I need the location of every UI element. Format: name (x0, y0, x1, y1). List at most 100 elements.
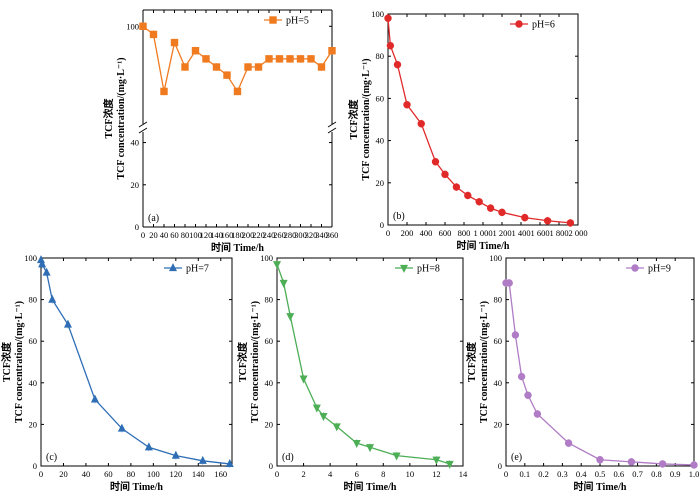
x-tick-label: 0 (386, 228, 390, 238)
data-point (564, 439, 573, 447)
x-tick-label: 100 (189, 230, 202, 240)
panel-label: (a) (148, 213, 159, 224)
y-tick-label: 60 (29, 336, 38, 346)
axes-e: 0 0.1 0.2 0.3 0.4 0.5 0.6 0.7 0.8 0.9 1.0 0 20 40 60 80… (489, 253, 699, 479)
plot-frame (387, 13, 579, 226)
data-point (543, 217, 552, 225)
legend-marker (399, 264, 409, 273)
panel-label: (e) (511, 452, 522, 463)
x-tick-label: 20 (59, 469, 68, 479)
y-tick-label: 20 (265, 419, 274, 429)
data-point (464, 191, 472, 200)
panel-label: (d) (282, 452, 294, 463)
x-tick-label: 0.8 (651, 469, 662, 479)
data-point (332, 423, 341, 432)
axes-d: 0 2 4 6 8 10 12 14 0 20 40 60 80 100 (260, 253, 468, 479)
data-point (38, 259, 47, 268)
panel-label: (b) (393, 211, 405, 222)
x-tick-label: 2 000 (568, 228, 587, 238)
series-line (387, 18, 571, 224)
data-point (265, 55, 273, 63)
y-tick-label: 0 (135, 222, 139, 232)
x-tick-label: 100 (147, 469, 160, 479)
x-tick-label: 160 (214, 469, 227, 479)
x-tick-label: 360 (326, 230, 339, 240)
x-tick-label: 0.7 (632, 469, 643, 479)
data-point (432, 456, 441, 465)
x-tick-label: 800 (458, 228, 471, 238)
data-point (117, 423, 126, 432)
y-tick-label: 0 (33, 461, 37, 471)
x-tick-label: 1 600 (530, 228, 549, 238)
y-tick-label: 40 (494, 378, 503, 388)
y-tick-label: 20 (131, 180, 140, 190)
axes-a: 0 20 40 60 80 1001201401601802002202402602803… (126, 9, 339, 240)
axis-break-mark (138, 121, 148, 128)
data-point (505, 279, 513, 287)
y-tick-label: 0 (269, 461, 273, 471)
data-point (566, 219, 575, 227)
data-point (198, 455, 207, 464)
x-axis-title: 时间 Time/h (457, 239, 510, 252)
x-tick-label: 80 (127, 469, 136, 479)
data-point (475, 198, 483, 206)
y-tick-label: 0 (498, 461, 502, 471)
x-tick-label: 0.3 (557, 469, 568, 479)
data-point (299, 375, 308, 384)
data-point (521, 213, 529, 222)
data-point (212, 63, 221, 71)
y-axis-title-en: TCF concentration/(mg·L⁻¹) (479, 301, 490, 423)
x-tick-label: 14 (459, 469, 468, 479)
x-tick-label: 0.6 (613, 469, 624, 479)
legend-label: pH=8 (417, 264, 440, 275)
x-tick-label: 340 (315, 230, 328, 240)
y-axis-title-cn: TCF浓度 (0, 341, 13, 382)
data-point (498, 208, 506, 217)
data-point (244, 63, 252, 71)
x-tick-label: 240 (263, 230, 276, 240)
x-tick-label: 60 (170, 230, 179, 240)
data-point (627, 458, 636, 466)
data-point (286, 313, 295, 322)
x-tick-label: 0.9 (670, 469, 681, 479)
legend-marker (631, 264, 639, 272)
series-line (40, 259, 230, 465)
x-tick-label: 260 (273, 230, 286, 240)
y-tick-label: 80 (376, 51, 385, 61)
x-tick-label: 160 (221, 230, 234, 240)
y-tick-label: 60 (376, 93, 385, 103)
data-point (191, 47, 200, 55)
panel-label: (c) (46, 452, 57, 463)
plot-frame (505, 257, 695, 467)
data-point (511, 331, 520, 339)
series-a (139, 22, 336, 96)
series-line (276, 264, 450, 465)
x-tick-label: 1.0 (689, 469, 700, 479)
y-tick-label: 40 (265, 378, 274, 388)
legend: pH=8 (395, 264, 440, 275)
panel-e: 0 0.1 0.2 0.3 0.4 0.5 0.6 0.7 0.8 0.9 1.0 0 20 40 60 80… (465, 253, 699, 493)
x-tick-label: 280 (284, 230, 297, 240)
legend-marker (269, 16, 277, 24)
series-d (272, 260, 454, 469)
x-tick-label: 600 (439, 228, 452, 238)
y-tick-label: 100 (371, 9, 384, 19)
y-tick-label: 40 (29, 378, 38, 388)
data-point (452, 183, 461, 191)
x-tick-label: 400 (420, 228, 433, 238)
data-point (233, 87, 242, 96)
y-tick-label: 40 (376, 136, 385, 146)
y-tick-label: 80 (29, 295, 38, 305)
x-tick-label: 120 (200, 230, 213, 240)
x-tick-label: 1 200 (492, 228, 511, 238)
x-tick-label: 0 (275, 469, 279, 479)
x-tick-label: 200 (242, 230, 255, 240)
data-point (328, 47, 336, 55)
legend: pH=6 (510, 20, 555, 31)
data-point (296, 55, 305, 63)
x-tick-label: 0.5 (595, 469, 606, 479)
data-point (365, 444, 375, 453)
legend-label: pH=6 (532, 20, 555, 31)
data-point (431, 158, 440, 166)
data-point (317, 63, 326, 71)
